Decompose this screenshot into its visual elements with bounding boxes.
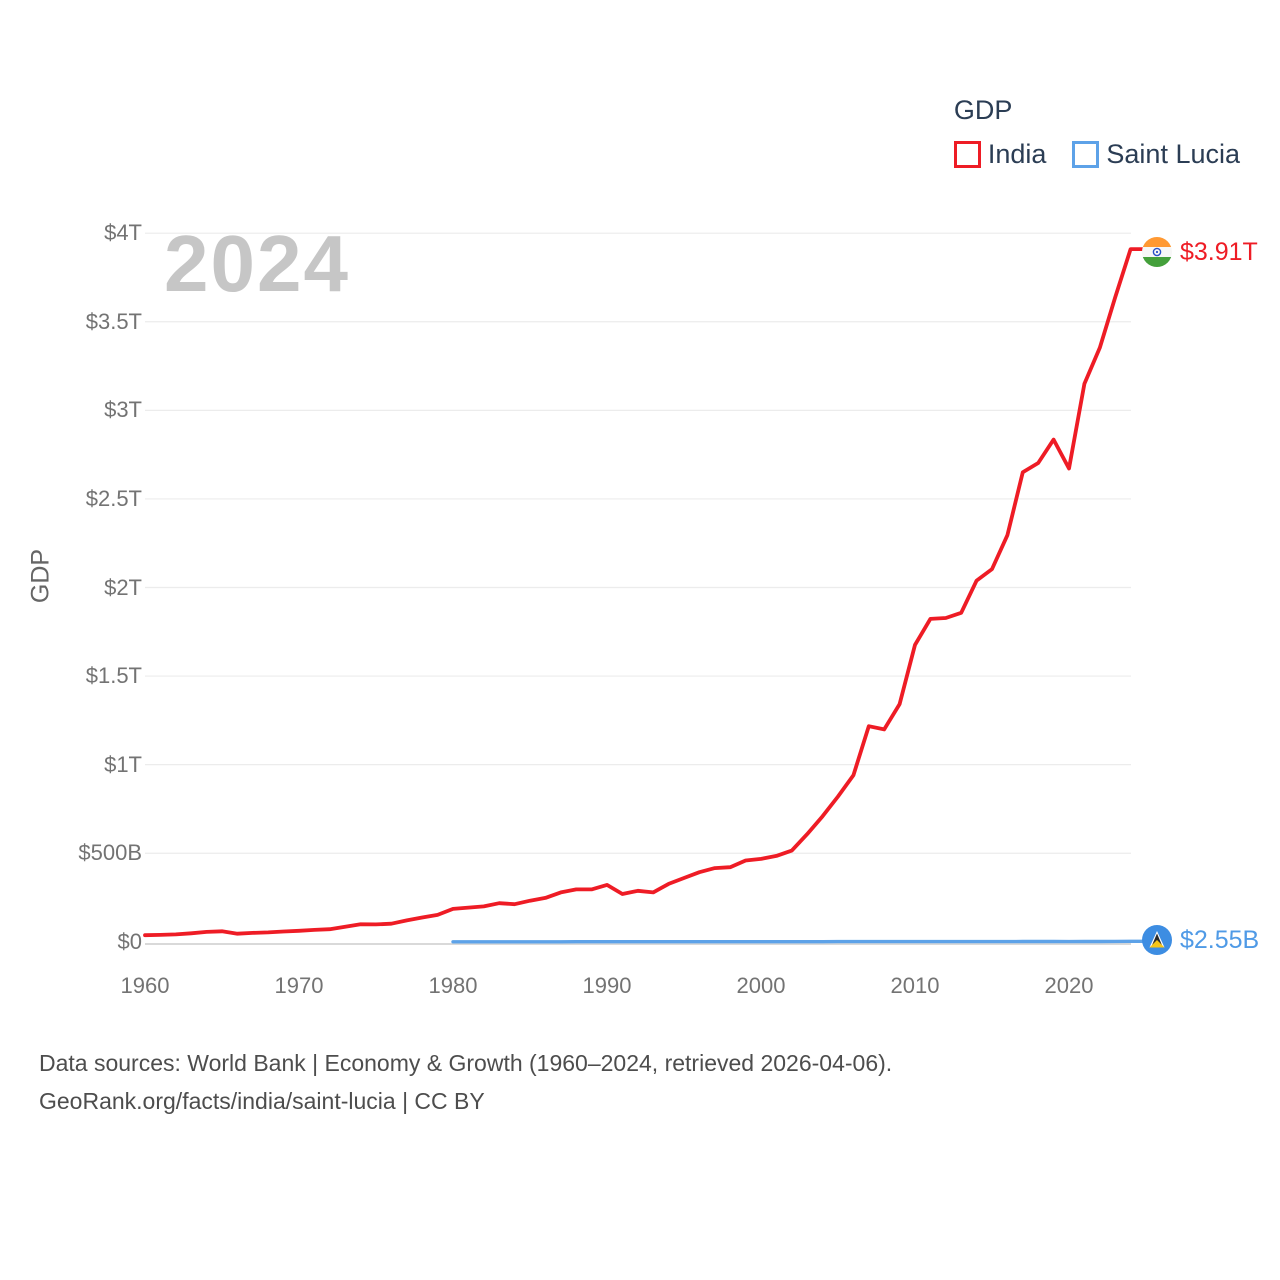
india-end-value: $3.91T [1180,237,1258,266]
x-tick-label: 2000 [736,973,786,998]
x-tick-label: 1960 [120,973,170,998]
x-tick-label: 1980 [428,973,478,998]
x-tick-label: 2010 [890,973,940,998]
legend-item-label: India [987,139,1047,169]
y-tick-label: $2T [104,574,142,600]
y-tick-label: $4T [104,220,142,246]
saint-lucia-flag-icon [1142,925,1172,955]
y-tick-label: $2.5T [85,485,142,511]
india-line[interactable] [143,247,1149,938]
legend-item-india[interactable]: India [953,139,1047,170]
legend-title: GDP [953,95,1013,125]
watermark-year: 2024 [164,219,350,308]
x-tick-label: 1970 [274,973,324,998]
footer-attribution-line: GeoRank.org/facts/india/saint-lucia | CC… [39,1088,485,1114]
y-tick-label: $3T [104,397,142,423]
india-swatch-icon [953,141,981,168]
saint-lucia-end-label: $2.55B [1142,925,1259,955]
y-tick-label: $0 [117,928,142,954]
legend: GDP India Saint Lucia [953,95,1240,170]
footer: Data sources: World Bank | Economy & Gro… [39,1044,892,1120]
y-tick-label: $3.5T [85,308,142,334]
india-flag-icon [1142,237,1172,267]
saint-lucia-line[interactable] [451,939,1149,944]
y-tick-label: $1T [104,751,142,777]
legend-items: India Saint Lucia [953,139,1240,170]
legend-item-saint-lucia[interactable]: Saint Lucia [1072,139,1240,170]
y-tick-label: $1.5T [85,663,142,689]
legend-item-label: Saint Lucia [1106,139,1240,169]
saint-lucia-end-value: $2.55B [1180,925,1260,954]
x-tick-label: 1990 [582,973,632,998]
x-tick-label: 2020 [1044,973,1094,998]
saint-lucia-swatch-icon [1072,141,1100,168]
footer-sources-line: Data sources: World Bank | Economy & Gro… [39,1050,893,1076]
y-tick-label: $500B [78,840,142,866]
india-end-label: $3.91T [1142,237,1258,267]
